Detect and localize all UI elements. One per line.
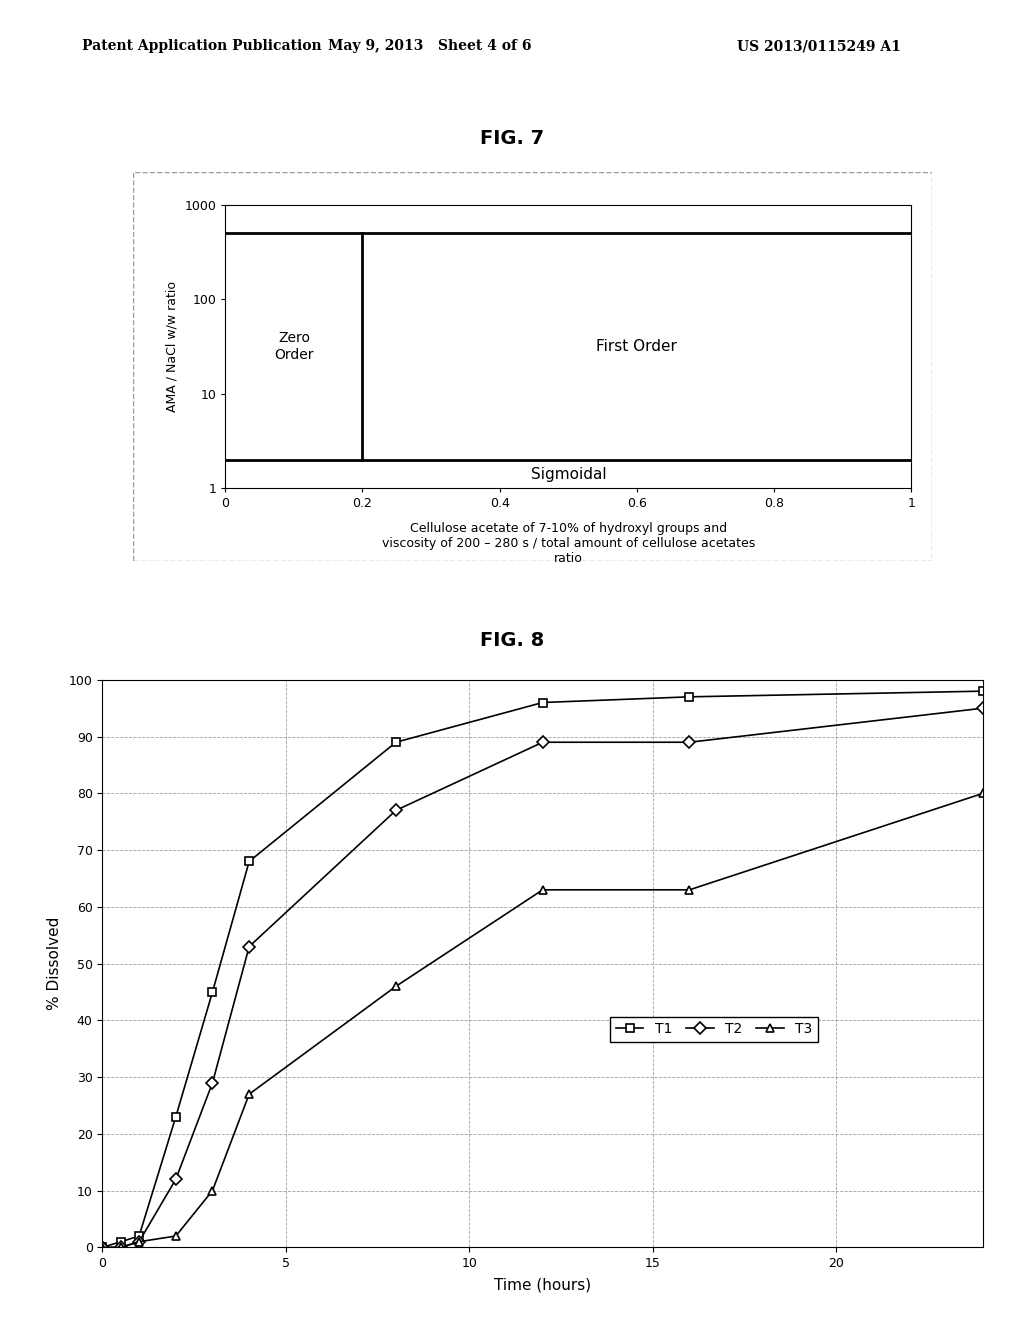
T2 bbox=[390, 803, 402, 818]
T2 bbox=[537, 734, 549, 750]
Text: FIG. 8: FIG. 8 bbox=[480, 631, 544, 649]
T2 bbox=[96, 1239, 109, 1255]
Text: First Order: First Order bbox=[597, 339, 677, 354]
Text: Zero
Order: Zero Order bbox=[274, 331, 313, 362]
T3 bbox=[243, 1086, 255, 1102]
T3 bbox=[537, 882, 549, 898]
T1 bbox=[390, 734, 402, 750]
T3 bbox=[96, 1239, 109, 1255]
T3 bbox=[390, 978, 402, 994]
T1 bbox=[96, 1239, 109, 1255]
Text: US 2013/0115249 A1: US 2013/0115249 A1 bbox=[737, 40, 901, 53]
T1 bbox=[115, 1234, 127, 1250]
T1 bbox=[977, 684, 989, 700]
T2 bbox=[115, 1239, 127, 1255]
T1 bbox=[170, 1109, 182, 1125]
Legend: T1, T2, T3: T1, T2, T3 bbox=[610, 1016, 817, 1041]
Text: Sigmoidal: Sigmoidal bbox=[530, 467, 606, 482]
T2 bbox=[977, 700, 989, 715]
T3 bbox=[977, 785, 989, 801]
T3 bbox=[133, 1234, 145, 1250]
T3 bbox=[683, 882, 695, 898]
T1 bbox=[243, 854, 255, 870]
Y-axis label: % Dissolved: % Dissolved bbox=[47, 917, 61, 1010]
X-axis label: Cellulose acetate of 7-10% of hydroxyl groups and
viscosity of 200 – 280 s / tot: Cellulose acetate of 7-10% of hydroxyl g… bbox=[382, 521, 755, 565]
T2 bbox=[170, 1171, 182, 1187]
T1 bbox=[133, 1228, 145, 1243]
Text: Patent Application Publication: Patent Application Publication bbox=[82, 40, 322, 53]
Line: T3: T3 bbox=[98, 789, 987, 1251]
T1 bbox=[683, 689, 695, 705]
T3 bbox=[206, 1183, 219, 1199]
X-axis label: Time (hours): Time (hours) bbox=[495, 1276, 591, 1292]
Y-axis label: AMA / NaCl w/w ratio: AMA / NaCl w/w ratio bbox=[166, 281, 179, 412]
T2 bbox=[243, 939, 255, 954]
Text: FIG. 7: FIG. 7 bbox=[480, 129, 544, 148]
Text: May 9, 2013   Sheet 4 of 6: May 9, 2013 Sheet 4 of 6 bbox=[329, 40, 531, 53]
T1 bbox=[206, 985, 219, 1001]
T2 bbox=[206, 1074, 219, 1090]
T2 bbox=[683, 734, 695, 750]
T1 bbox=[537, 694, 549, 710]
T3 bbox=[115, 1239, 127, 1255]
T2 bbox=[133, 1234, 145, 1250]
Line: T2: T2 bbox=[98, 704, 987, 1251]
Line: T1: T1 bbox=[98, 686, 987, 1251]
T3 bbox=[170, 1228, 182, 1243]
